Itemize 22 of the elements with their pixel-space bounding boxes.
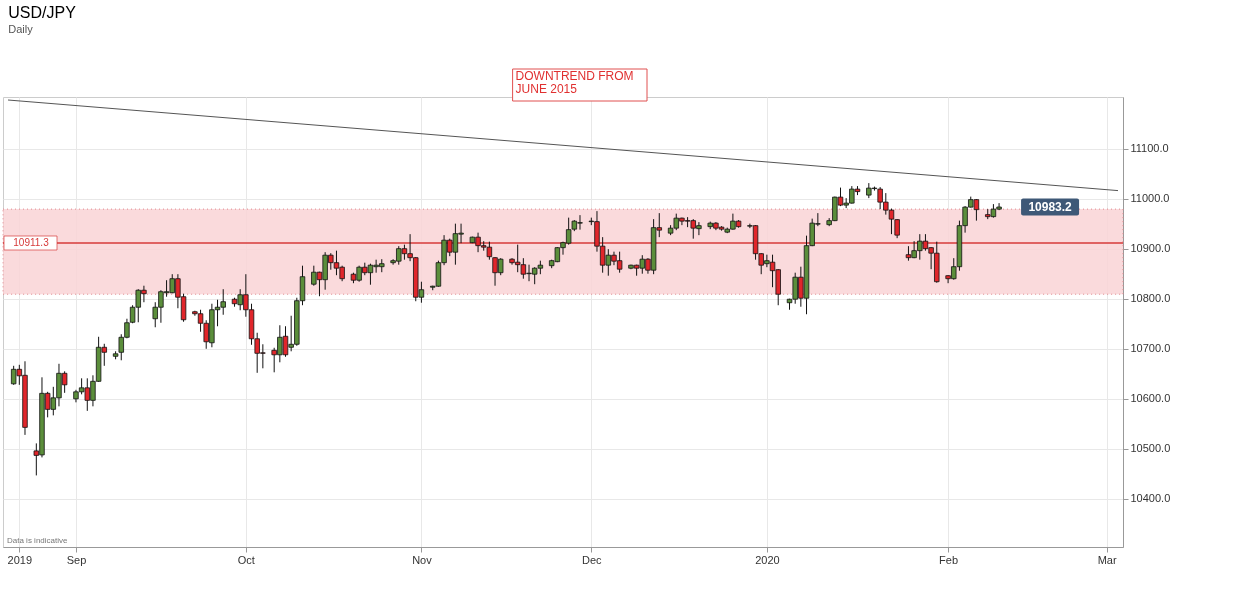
x-tick-label: Sep (66, 553, 87, 566)
ref-line-label: 10911.3 (13, 237, 50, 249)
x-tick-label: Nov (412, 553, 433, 566)
annotation: Data is indicative (7, 536, 69, 545)
x-tick-label: Mar (1097, 553, 1117, 566)
y-tick-label: 11000.0 (1130, 192, 1170, 205)
y-tick-label: 10400.0 (1130, 492, 1171, 505)
x-tick-label: 2020 (755, 553, 780, 566)
x-tick-label: 2019 (7, 553, 33, 566)
chart-subtitle: Daily (8, 22, 34, 35)
x-tick-label: Oct (237, 553, 255, 566)
x-tick-label: Dec (582, 553, 603, 566)
y-tick-label: 10500.0 (1130, 442, 1171, 455)
x-tick-label: Feb (939, 553, 959, 566)
y-tick-label: 10900.0 (1130, 242, 1171, 255)
text: DOWNTREND FROM JUNE 2015 (515, 69, 634, 96)
annotation: 10983.2 (1028, 200, 1073, 215)
y-tick-label: 10700.0 (1130, 342, 1171, 355)
y-tick-label: 10800.0 (1130, 292, 1171, 305)
y-tick-label: 11100.0 (1130, 142, 1169, 155)
y-tick-label: 10600.0 (1130, 392, 1171, 405)
chart-title: USD/JPY (8, 3, 77, 21)
